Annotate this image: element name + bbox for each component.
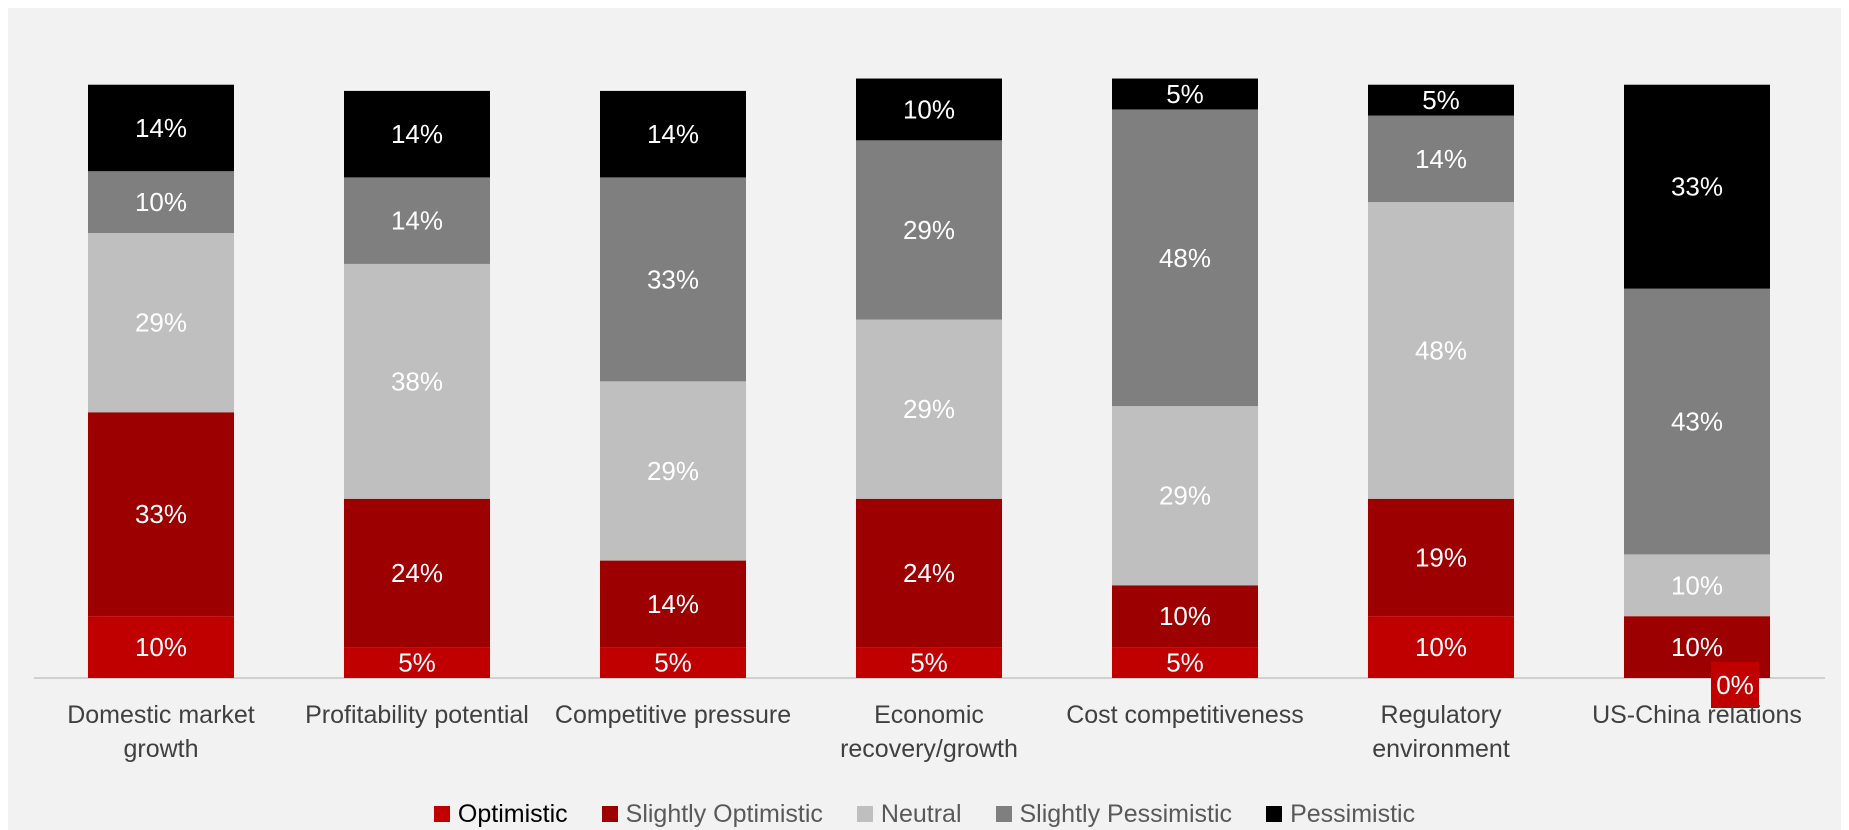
bar-segment-neutral (1112, 406, 1258, 586)
data-label: 24% (391, 558, 443, 588)
legend-item-pessimistic: Pessimistic (1266, 800, 1415, 829)
data-label: 38% (391, 366, 443, 396)
legend: Optimistic Slightly Optimistic Neutral Slig… (0, 798, 1849, 830)
legend-item-optimistic: Optimistic (433, 799, 568, 829)
data-label: 33% (1671, 172, 1723, 202)
category-label: Profitability potential (305, 701, 529, 729)
legend-item-neutral: Neutral (856, 799, 962, 829)
bar-segment-slightly-optimistic (856, 498, 1002, 648)
data-label: 5% (1166, 648, 1204, 678)
bar-segment-slightly-pessimistic (1368, 115, 1514, 203)
bar-segment-pessimistic (344, 90, 490, 178)
bar-segment-neutral (856, 319, 1002, 499)
data-label: 29% (135, 308, 187, 338)
bar-segment-slightly-optimistic (1112, 585, 1258, 648)
data-label: 10% (903, 94, 955, 124)
bar-segment-pessimistic (600, 90, 746, 178)
data-label: 5% (1166, 79, 1204, 109)
bar-segment-slightly-pessimistic (1624, 288, 1770, 555)
legend-label: Optimistic (457, 799, 568, 828)
bars-group (88, 78, 1770, 678)
legend-label: Pessimistic (1290, 799, 1416, 828)
bar-segment-optimistic (1368, 616, 1514, 678)
category-label: Competitive pressure (555, 701, 791, 729)
data-label: 33% (135, 499, 187, 529)
category-label: Domestic market growth (67, 701, 255, 763)
data-label: 10% (1415, 632, 1467, 662)
bar-segment-pessimistic (1112, 78, 1258, 110)
legend-label: Slightly Pessimistic (1019, 799, 1233, 828)
data-label: 14% (647, 589, 699, 619)
legend-swatch (995, 806, 1012, 822)
bar-segment-neutral (600, 381, 746, 561)
bar-segment-slightly-pessimistic (344, 177, 490, 264)
bar-segment-optimistic (600, 647, 746, 678)
legend-item-slightly-optimistic: Slightly Optimistic (601, 799, 823, 829)
bar-segment-slightly-pessimistic (600, 177, 746, 382)
data-label: 33% (647, 264, 699, 294)
bar-segment-optimistic (1112, 647, 1258, 678)
data-label: 5% (398, 648, 436, 678)
data-label: 10% (1159, 601, 1211, 631)
bar-segment-slightly-optimistic (344, 498, 490, 648)
legend-swatch (856, 806, 873, 822)
data-label: 14% (647, 119, 699, 149)
data-label: 29% (647, 456, 699, 486)
zero-label-badge (1711, 662, 1759, 708)
bar-segment-neutral (1624, 554, 1770, 617)
bar-segment-pessimistic (88, 84, 234, 172)
legend-swatch (433, 806, 450, 822)
bar-segment-slightly-pessimistic (1112, 109, 1258, 407)
data-label: 10% (135, 187, 187, 217)
bar-segment-slightly-optimistic (88, 412, 234, 617)
legend-item-slightly-pessimistic: Slightly Pessimistic (995, 799, 1233, 829)
legend-label: Slightly Optimistic (625, 799, 823, 828)
category-label: Regulatory environment (1372, 701, 1510, 763)
bar-segment-optimistic (344, 647, 490, 678)
category-labels-group: Domestic market growth Profitability poten… (67, 701, 1802, 763)
data-label: 48% (1415, 335, 1467, 365)
data-label: 43% (1671, 407, 1723, 437)
category-label: Economic recovery/growth (840, 701, 1018, 763)
legend-label: Neutral (880, 799, 962, 828)
data-label: 48% (1159, 243, 1211, 273)
bar-segment-neutral (88, 233, 234, 413)
bar-segment-slightly-optimistic (600, 560, 746, 648)
legend-swatch (1266, 806, 1283, 822)
bar-segment-neutral (344, 263, 490, 499)
data-label: 29% (903, 215, 955, 245)
bar-segment-slightly-pessimistic (88, 171, 234, 234)
data-label: 14% (1415, 144, 1467, 174)
data-label: 5% (654, 648, 692, 678)
data-label: 10% (1671, 570, 1723, 600)
data-label: 0% (1716, 670, 1754, 700)
bar-segment-slightly-pessimistic (856, 140, 1002, 320)
data-label: 29% (903, 394, 955, 424)
bar-segment-pessimistic (1368, 84, 1514, 116)
bar-segment-neutral (1368, 202, 1514, 499)
data-label: 5% (1422, 85, 1460, 115)
data-label: 14% (391, 206, 443, 236)
category-label: Cost competitiveness (1066, 701, 1304, 729)
data-label: 10% (1671, 632, 1723, 662)
bar-segment-pessimistic (856, 78, 1002, 141)
legend-swatch (601, 806, 618, 822)
stacked-bar-chart: 10% 33% 29% 10% 14% 5% 24% 38% 14% 14% 5% 14% 29% 33%… (34, 78, 1825, 763)
bar-segment-slightly-optimistic (1368, 498, 1514, 617)
data-labels-group: 10% 33% 29% 10% 14% 5% 24% 38% 14% 14% 5% 14% 29% 33%… (135, 79, 1759, 708)
data-label: 5% (910, 648, 948, 678)
data-label: 24% (903, 558, 955, 588)
data-label: 14% (135, 113, 187, 143)
bar-segment-optimistic (856, 647, 1002, 678)
bar-segment-optimistic (88, 616, 234, 678)
category-label: US-China relations (1592, 701, 1802, 729)
data-label: 14% (391, 119, 443, 149)
data-label: 19% (1415, 542, 1467, 572)
data-label: 10% (135, 632, 187, 662)
bar-segment-pessimistic (1624, 84, 1770, 289)
data-label: 29% (1159, 481, 1211, 511)
